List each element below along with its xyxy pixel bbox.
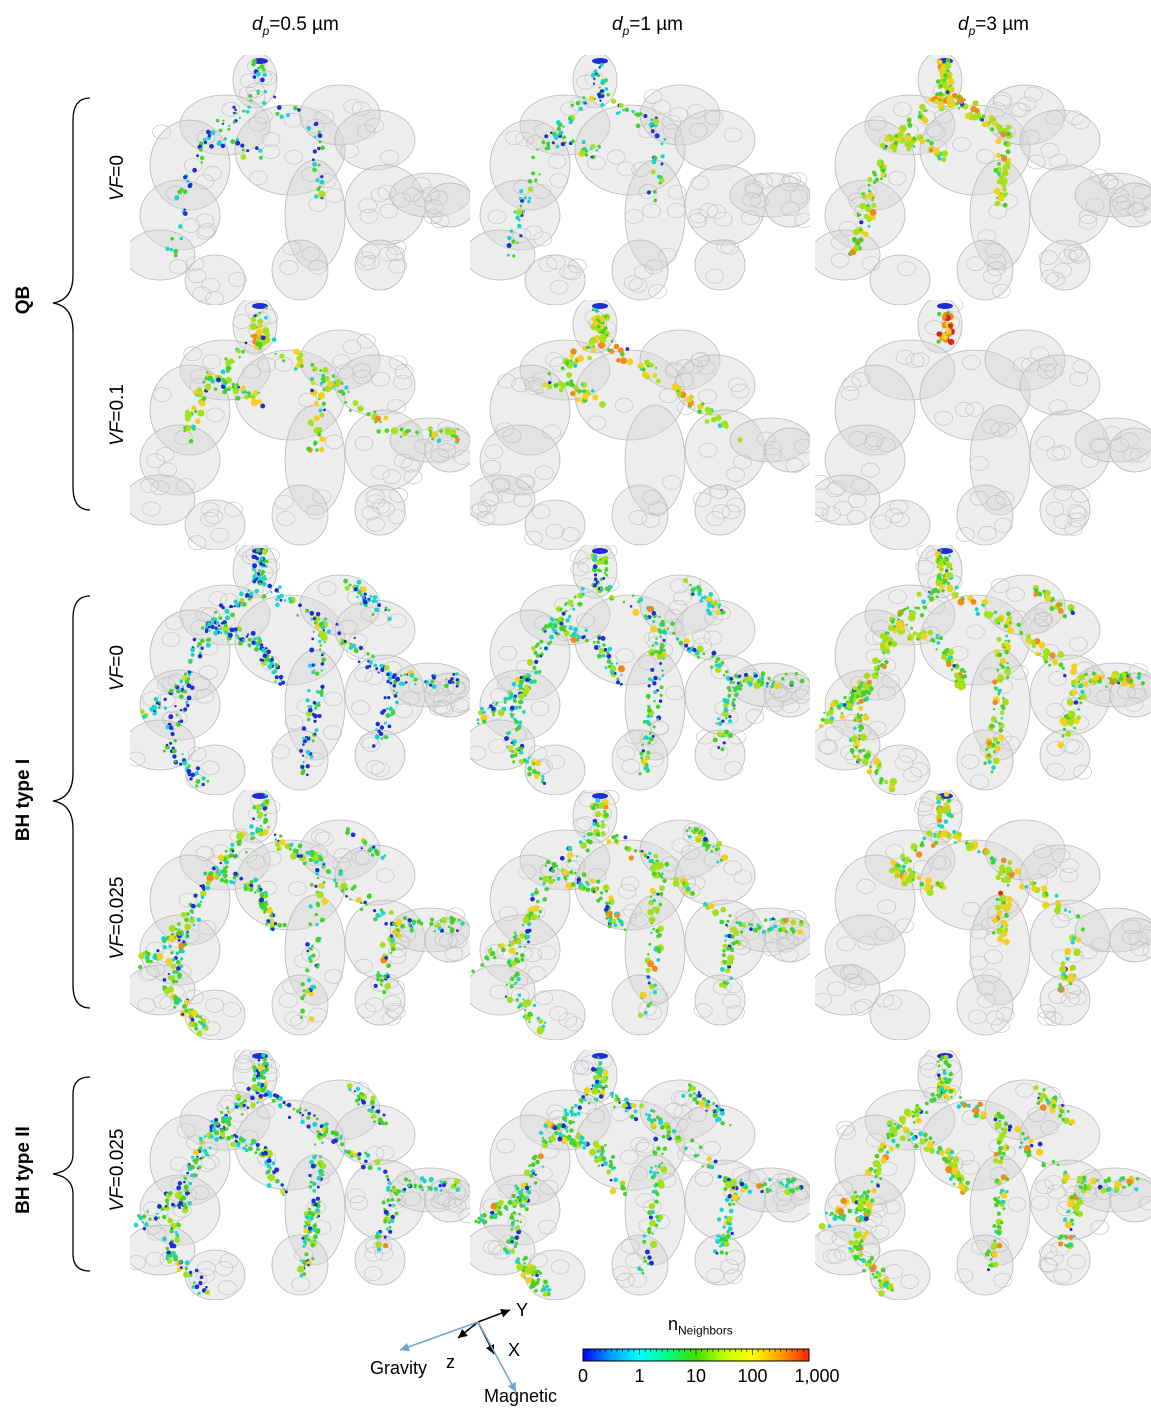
inlet-particles <box>592 548 608 554</box>
particle-deposits <box>133 1052 461 1295</box>
airway-panel-r1-c2 <box>470 55 810 305</box>
inlet-particles <box>252 793 268 799</box>
lung-geometry <box>470 790 810 1040</box>
brace-qb <box>52 97 91 511</box>
airway-panel-r4-c3 <box>815 790 1151 1040</box>
row-label-5: VF=0.025 <box>107 1128 128 1212</box>
axis-triad <box>399 1308 517 1393</box>
airway-panel-r5-c1 <box>130 1050 470 1300</box>
airway-panel-r4-c1 <box>130 790 470 1040</box>
airway-panel-r2-c3 <box>815 300 1151 550</box>
airway-panel-r4-c2 <box>470 790 810 1040</box>
y-axis-arrow <box>477 1308 511 1323</box>
particle-deposits <box>888 791 1085 993</box>
lung-geometry <box>815 790 1151 1040</box>
airway-panel-r5-c3 <box>815 1050 1151 1300</box>
colorbar-tick-label: 100 <box>737 1366 768 1386</box>
inlet-particles <box>592 303 608 309</box>
colorbar-tick-label: 1,000 <box>794 1366 840 1386</box>
colorbar <box>582 1348 810 1362</box>
lung-geometry <box>470 1050 810 1300</box>
particle-deposits <box>848 58 1013 257</box>
gravity-label: Gravity <box>370 1358 428 1378</box>
magnetic-label: Magnetic <box>484 1386 558 1406</box>
airway-panel-r2-c2 <box>470 300 810 550</box>
particle-deposits <box>936 311 955 346</box>
airway-panel-r1-c1 <box>130 55 470 305</box>
column-header-3: dp=3 µm <box>958 14 1029 38</box>
lung-geometry <box>815 300 1151 550</box>
airway-panel-r3-c2 <box>470 545 810 795</box>
colorbar-tick-label: 10 <box>685 1366 707 1386</box>
column-header-2: dp=1 µm <box>612 14 683 38</box>
particle-deposits <box>542 308 743 443</box>
group-label-bh-type-1: BH type I <box>13 758 34 842</box>
row-label-3: VF=0 <box>107 645 128 691</box>
lung-geometry <box>815 55 1151 305</box>
particle-deposits <box>183 306 460 453</box>
inlet-particles <box>937 303 953 309</box>
x-axis-label: X <box>508 1340 521 1360</box>
row-label-1: VF=0 <box>107 155 128 201</box>
group-label-qb: QB <box>13 285 34 315</box>
lung-geometry <box>470 545 810 795</box>
airway-panel-r3-c1 <box>130 545 470 795</box>
airway-panel-r1-c3 <box>815 55 1151 305</box>
gravity-arrow <box>399 1321 479 1352</box>
particle-deposits <box>474 1056 804 1297</box>
inlet-particles <box>592 1053 608 1059</box>
particle-deposits <box>138 793 465 1037</box>
y-axis-label: Y <box>516 1300 529 1320</box>
particle-deposits <box>471 797 805 1035</box>
z-axis-arrow <box>457 1321 479 1339</box>
particle-deposits <box>818 1054 1140 1297</box>
group-label-bh-type-2: BH type II <box>13 1126 34 1214</box>
airway-panel-r5-c2 <box>470 1050 810 1300</box>
airway-panel-r2-c1 <box>130 300 470 550</box>
colorbar-title: nNeighbors <box>668 1314 733 1338</box>
brace-bh-type-1 <box>52 595 91 1009</box>
column-header-1: dp=0.5 µm <box>252 14 339 38</box>
inlet-particles <box>252 303 268 309</box>
particle-deposits <box>139 547 460 788</box>
magnetic-arrow <box>477 1321 517 1393</box>
lung-geometry <box>470 55 810 305</box>
colorbar-tick-label: 0 <box>577 1366 589 1386</box>
lung-geometry <box>130 55 470 305</box>
inlet-particles <box>592 58 608 64</box>
z-axis-label: z <box>446 1352 455 1372</box>
row-label-2: VF=0.1 <box>107 384 128 446</box>
colorbar-tick-label: 1 <box>634 1366 645 1386</box>
particle-deposits <box>476 553 805 786</box>
brace-bh-type-2 <box>52 1076 91 1272</box>
particle-deposits <box>165 58 326 258</box>
lung-geometry <box>130 545 470 795</box>
row-label-4: VF=0.025 <box>107 876 128 960</box>
airway-panel-r3-c3 <box>815 545 1151 795</box>
particle-deposits <box>506 62 667 258</box>
lung-geometry <box>130 300 470 550</box>
particle-deposits <box>818 549 1145 793</box>
lung-geometry <box>470 300 810 550</box>
inlet-particles <box>592 793 608 799</box>
